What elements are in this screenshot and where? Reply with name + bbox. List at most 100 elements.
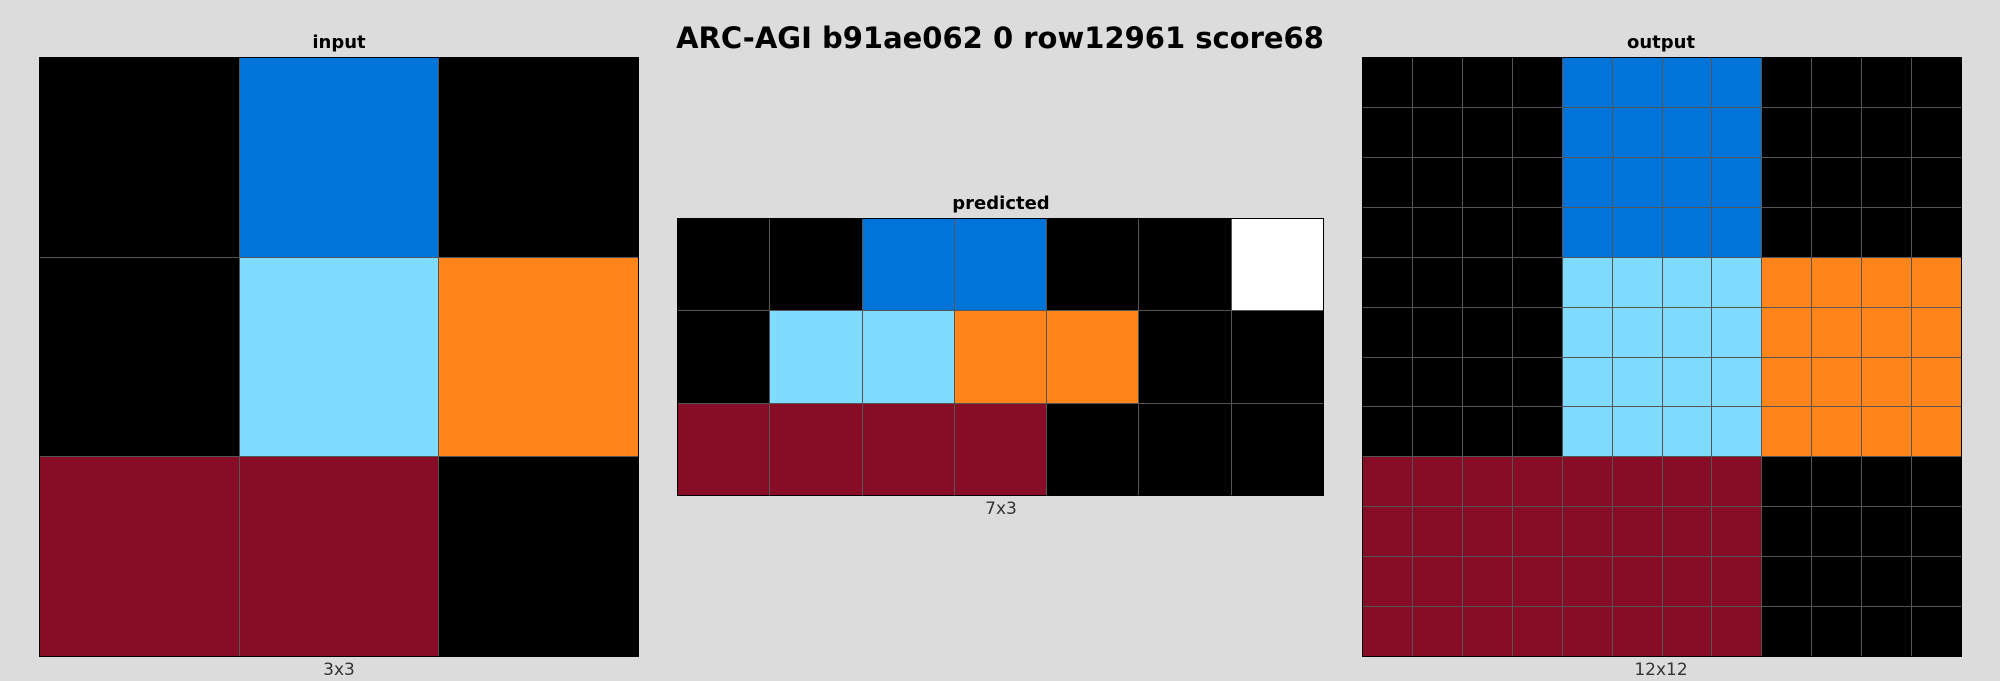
- output-dims-label: 12x12: [1634, 660, 1688, 680]
- grid-cell: [1912, 207, 1961, 257]
- grid-cell: [1762, 557, 1812, 607]
- grid-cell: [1231, 311, 1323, 403]
- grid-cell: [1762, 607, 1812, 656]
- grid-cell: [1512, 207, 1562, 257]
- grid-cell: [239, 257, 439, 457]
- grid-cell: [1612, 257, 1662, 307]
- grid-cell: [239, 457, 439, 656]
- grid-cell: [1363, 107, 1412, 157]
- grid-cell: [1462, 257, 1512, 307]
- grid-cell: [239, 58, 439, 257]
- grid-cell: [1912, 307, 1961, 357]
- grid-cell: [1812, 107, 1862, 157]
- grid-cell: [1412, 607, 1462, 656]
- grid-cell: [1462, 107, 1512, 157]
- grid-cell: [1712, 157, 1762, 207]
- grid-cell: [1862, 107, 1912, 157]
- grid-cell: [1462, 457, 1512, 507]
- grid-cell: [1662, 107, 1712, 157]
- grid-cell: [1412, 307, 1462, 357]
- grid-cell: [1662, 307, 1712, 357]
- grid-cell: [1047, 403, 1139, 495]
- grid-cell: [862, 219, 954, 311]
- grid-cell: [1912, 607, 1961, 656]
- grid-cell: [1047, 219, 1139, 311]
- grid-cell: [1612, 407, 1662, 457]
- grid-cell: [439, 257, 638, 457]
- grid-cell: [1662, 407, 1712, 457]
- grid-cell: [1412, 58, 1462, 107]
- grid-cell: [1612, 357, 1662, 407]
- grid-cell: [1562, 557, 1612, 607]
- grid-cell: [1662, 607, 1712, 656]
- grid-cell: [1812, 307, 1862, 357]
- grid-cell: [1412, 207, 1462, 257]
- grid-cell: [1562, 607, 1612, 656]
- grid-cell: [1662, 257, 1712, 307]
- input-panel-label: input: [312, 32, 366, 53]
- grid-cell: [1512, 357, 1562, 407]
- grid-cell: [1812, 407, 1862, 457]
- grid-cell: [1862, 207, 1912, 257]
- grid-cell: [1762, 357, 1812, 407]
- grid-cell: [40, 58, 239, 257]
- grid-cell: [1363, 207, 1412, 257]
- grid-cell: [1712, 107, 1762, 157]
- grid-cell: [1812, 58, 1862, 107]
- grid-cell: [1862, 607, 1912, 656]
- grid-cell: [1562, 307, 1612, 357]
- grid-cell: [678, 403, 770, 495]
- grid-cell: [40, 457, 239, 656]
- grid-cell: [1662, 157, 1712, 207]
- grid-cell: [1762, 457, 1812, 507]
- grid-cell: [1562, 407, 1612, 457]
- grid-cell: [439, 457, 638, 656]
- grid-cell: [1712, 357, 1762, 407]
- grid-cell: [1562, 58, 1612, 107]
- grid-cell: [1462, 307, 1512, 357]
- grid-cell: [1512, 457, 1562, 507]
- grid-cell: [862, 403, 954, 495]
- grid-cell: [1562, 507, 1612, 557]
- grid-cell: [1462, 557, 1512, 607]
- grid-cell: [1612, 557, 1662, 607]
- grid-cell: [1912, 457, 1961, 507]
- grid-cell: [1912, 507, 1961, 557]
- grid-cell: [1512, 407, 1562, 457]
- grid-cell: [1412, 257, 1462, 307]
- grid-cell: [1612, 207, 1662, 257]
- grid-cell: [1412, 157, 1462, 207]
- grid-cell: [1612, 58, 1662, 107]
- grid-cell: [678, 219, 770, 311]
- grid-cell: [1512, 607, 1562, 656]
- grid-cell: [1862, 357, 1912, 407]
- grid-cell: [1712, 407, 1762, 457]
- grid-cell: [1812, 157, 1862, 207]
- grid-cell: [1862, 157, 1912, 207]
- grid-cell: [1512, 157, 1562, 207]
- grid-cell: [1812, 557, 1862, 607]
- grid-cell: [1363, 257, 1412, 307]
- grid-cell: [1562, 157, 1612, 207]
- grid-cell: [1762, 407, 1812, 457]
- grid-cell: [1047, 311, 1139, 403]
- grid-cell: [1363, 507, 1412, 557]
- grid-cell: [770, 403, 862, 495]
- grid-cell: [1412, 557, 1462, 607]
- grid-cell: [1862, 507, 1912, 557]
- grid-cell: [1612, 107, 1662, 157]
- grid-cell: [1912, 357, 1961, 407]
- grid-cell: [1139, 403, 1231, 495]
- grid-cell: [1512, 507, 1562, 557]
- grid-cell: [1612, 457, 1662, 507]
- grid-cell: [1762, 157, 1812, 207]
- grid-cell: [1662, 457, 1712, 507]
- grid-cell: [439, 58, 638, 257]
- grid-cell: [1462, 157, 1512, 207]
- grid-cell: [1412, 407, 1462, 457]
- grid-cell: [1139, 219, 1231, 311]
- grid-cell: [1612, 607, 1662, 656]
- input-grid: [39, 57, 639, 657]
- input-dims-label: 3x3: [323, 660, 355, 680]
- grid-cell: [1412, 507, 1462, 557]
